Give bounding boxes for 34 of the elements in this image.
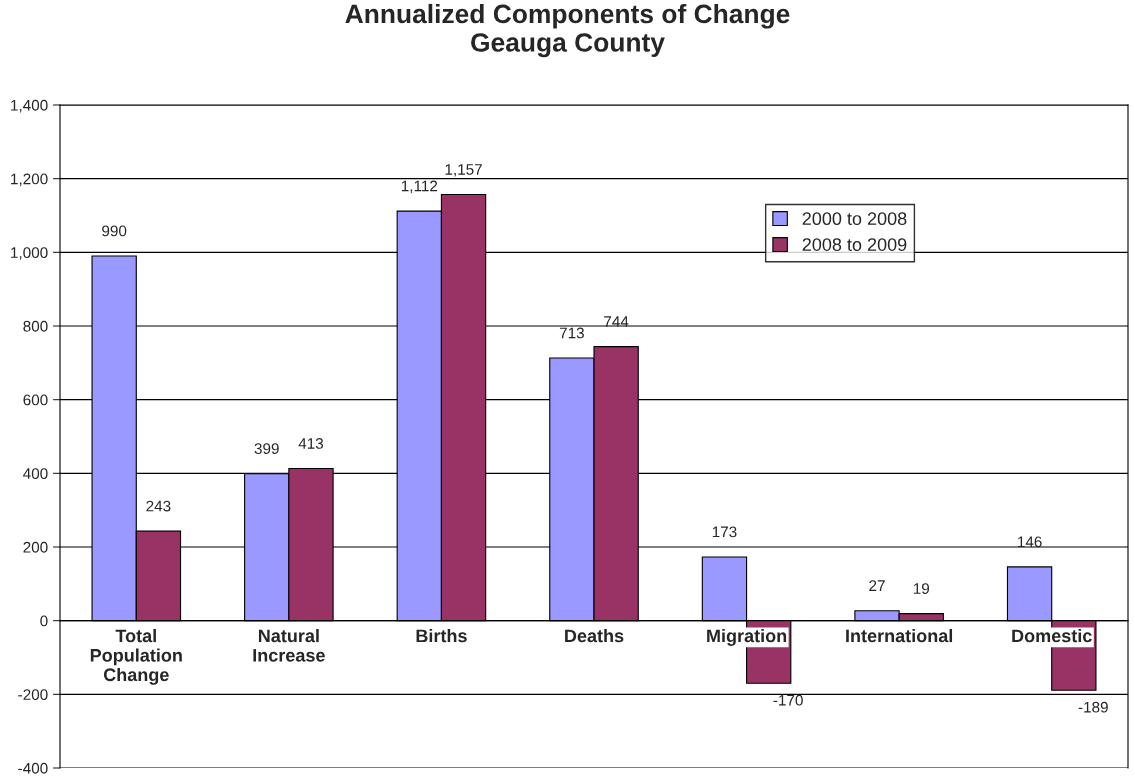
chart-title: Annualized Components of Change Geauga County <box>345 3 790 58</box>
data-label: 1,112 <box>401 180 438 194</box>
data-label: 713 <box>559 327 584 339</box>
x-tick-label: Total Population Change <box>90 629 182 685</box>
data-label: 173 <box>712 526 737 538</box>
data-label: 990 <box>102 225 127 237</box>
data-label: 399 <box>254 443 279 455</box>
y-tick-label: 1,200 <box>11 173 48 187</box>
data-label: 413 <box>298 438 324 449</box>
data-label: 744 <box>604 316 629 327</box>
x-tick-label: Deaths <box>565 629 624 643</box>
data-label: 243 <box>146 500 171 512</box>
y-tick-label: 200 <box>23 541 48 553</box>
x-tick-label: Domestic <box>1012 629 1092 643</box>
y-tick-label: 800 <box>23 320 48 332</box>
y-tick-label: -200 <box>18 689 48 701</box>
y-tick-label: 1,400 <box>11 99 48 113</box>
data-label: -170 <box>773 694 803 706</box>
data-label: 146 <box>1018 536 1042 548</box>
legend-label: 2000 to 2008 <box>802 212 907 226</box>
x-tick-label: Births <box>416 629 467 643</box>
x-tick-label: Natural Increase <box>253 629 325 662</box>
y-tick-label: -400 <box>18 762 48 774</box>
data-label: 19 <box>913 583 930 594</box>
x-tick-label: International <box>846 629 953 643</box>
x-tick-label: Migration <box>707 629 787 646</box>
y-tick-label: 1,000 <box>11 247 48 260</box>
y-tick-label: 0 <box>40 615 48 627</box>
legend-label: 2008 to 2009 <box>802 238 907 251</box>
y-tick-label: 400 <box>23 468 48 480</box>
y-tick-label: 600 <box>23 394 48 406</box>
data-label: 27 <box>869 580 885 591</box>
data-label: -189 <box>1078 701 1108 713</box>
data-label: 1,157 <box>445 164 482 177</box>
